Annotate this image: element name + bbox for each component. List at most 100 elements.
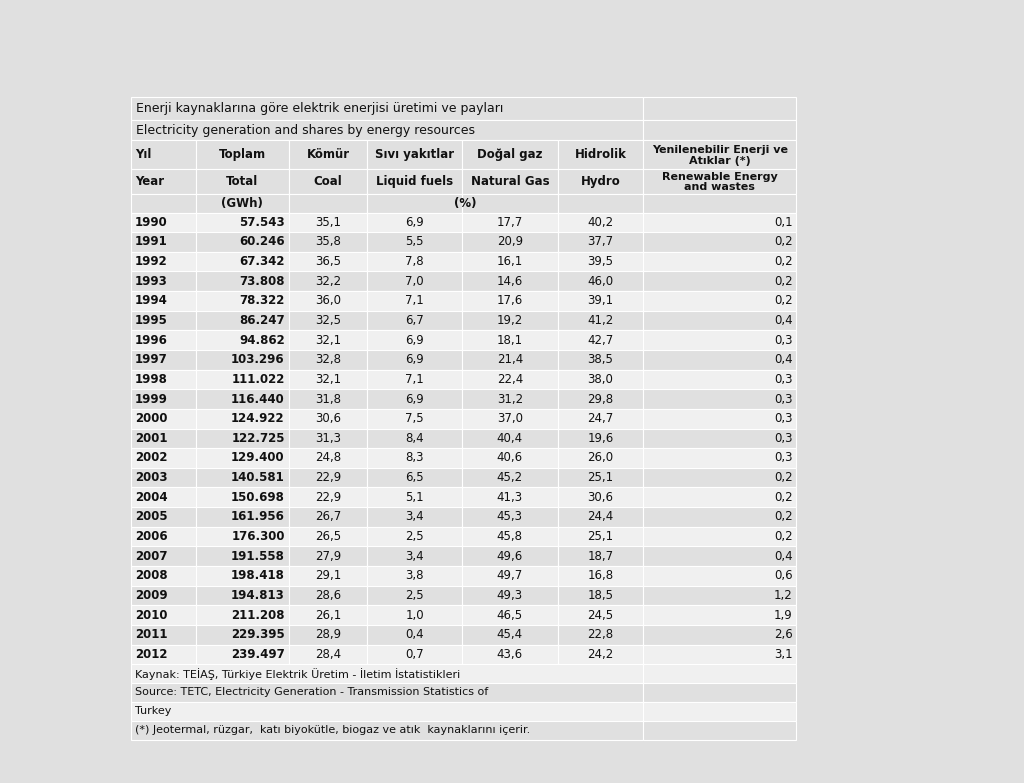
Text: 29,8: 29,8	[588, 392, 613, 406]
Text: 2010: 2010	[135, 608, 168, 622]
Text: 28,4: 28,4	[315, 648, 341, 661]
Bar	[131, 488, 196, 507]
Bar	[196, 370, 289, 389]
Text: 37,0: 37,0	[497, 412, 523, 425]
Bar	[368, 272, 462, 291]
Text: 7,8: 7,8	[406, 255, 424, 268]
Text: 19,2: 19,2	[497, 314, 523, 327]
Bar	[289, 488, 368, 507]
Bar	[196, 389, 289, 409]
Bar	[289, 291, 368, 311]
Bar	[196, 448, 289, 467]
Text: 41,3: 41,3	[497, 491, 523, 503]
Bar	[462, 467, 558, 488]
Bar	[643, 702, 797, 720]
Text: 28,9: 28,9	[315, 628, 341, 641]
Text: (%): (%)	[455, 197, 477, 210]
Bar	[131, 120, 643, 140]
Bar	[643, 664, 797, 683]
Bar	[462, 350, 558, 370]
Text: Hidrolik: Hidrolik	[574, 148, 627, 161]
Text: 2009: 2009	[135, 589, 168, 602]
Bar	[289, 586, 368, 605]
Bar	[131, 140, 196, 169]
Bar	[289, 169, 368, 194]
Bar	[131, 428, 196, 448]
Bar	[368, 212, 462, 233]
Bar	[131, 169, 196, 194]
Text: 26,7: 26,7	[314, 511, 341, 523]
Bar	[289, 467, 368, 488]
Text: 37,7: 37,7	[588, 236, 613, 248]
Text: 49,3: 49,3	[497, 589, 523, 602]
Bar	[558, 409, 643, 428]
Bar	[368, 389, 462, 409]
Bar	[643, 566, 797, 586]
Bar	[368, 488, 462, 507]
Bar	[462, 428, 558, 448]
Bar	[558, 507, 643, 527]
Bar	[558, 212, 643, 233]
Bar	[289, 625, 368, 644]
Text: 0,3: 0,3	[774, 373, 793, 386]
Text: Yenilenebilir Enerji ve: Yenilenebilir Enerji ve	[651, 145, 787, 154]
Bar	[643, 720, 797, 740]
Text: 1993: 1993	[135, 275, 168, 288]
Text: Liquid fuels: Liquid fuels	[376, 175, 454, 188]
Text: 2001: 2001	[135, 432, 168, 445]
Bar	[131, 720, 643, 740]
Text: 5,1: 5,1	[406, 491, 424, 503]
Bar	[462, 272, 558, 291]
Text: 27,9: 27,9	[314, 550, 341, 563]
Text: 2,6: 2,6	[774, 628, 793, 641]
Bar	[368, 428, 462, 448]
Text: 41,2: 41,2	[588, 314, 613, 327]
Bar	[643, 586, 797, 605]
Text: 2012: 2012	[135, 648, 168, 661]
Bar	[289, 330, 368, 350]
Bar	[558, 311, 643, 330]
Text: (GWh): (GWh)	[221, 197, 263, 210]
Bar	[289, 507, 368, 527]
Text: 32,2: 32,2	[315, 275, 341, 288]
Text: 46,0: 46,0	[588, 275, 613, 288]
Bar	[643, 252, 797, 272]
Text: 211.208: 211.208	[231, 608, 285, 622]
Bar	[289, 428, 368, 448]
Text: 45,2: 45,2	[497, 471, 523, 484]
Text: 26,0: 26,0	[588, 452, 613, 464]
Text: 2005: 2005	[135, 511, 168, 523]
Text: 22,9: 22,9	[314, 471, 341, 484]
Bar	[643, 291, 797, 311]
Text: 2003: 2003	[135, 471, 168, 484]
Bar	[131, 644, 196, 664]
Text: 35,8: 35,8	[315, 236, 341, 248]
Bar	[289, 311, 368, 330]
Text: 32,1: 32,1	[315, 373, 341, 386]
Bar	[131, 566, 196, 586]
Bar	[131, 664, 643, 683]
Bar	[289, 389, 368, 409]
Bar	[196, 467, 289, 488]
Bar	[558, 448, 643, 467]
Bar	[131, 683, 643, 702]
Text: 0,2: 0,2	[774, 471, 793, 484]
Bar	[643, 272, 797, 291]
Bar	[131, 272, 196, 291]
Text: 38,0: 38,0	[588, 373, 613, 386]
Bar	[368, 370, 462, 389]
Text: 36,0: 36,0	[315, 294, 341, 308]
Bar	[196, 272, 289, 291]
Text: 24,2: 24,2	[588, 648, 613, 661]
Bar	[196, 311, 289, 330]
Bar	[462, 586, 558, 605]
Text: 2011: 2011	[135, 628, 168, 641]
Text: 6,5: 6,5	[406, 471, 424, 484]
Bar	[643, 507, 797, 527]
Text: 22,4: 22,4	[497, 373, 523, 386]
Text: 25,1: 25,1	[588, 471, 613, 484]
Bar	[462, 488, 558, 507]
Bar	[558, 370, 643, 389]
Text: 0,3: 0,3	[774, 334, 793, 347]
Bar	[131, 409, 196, 428]
